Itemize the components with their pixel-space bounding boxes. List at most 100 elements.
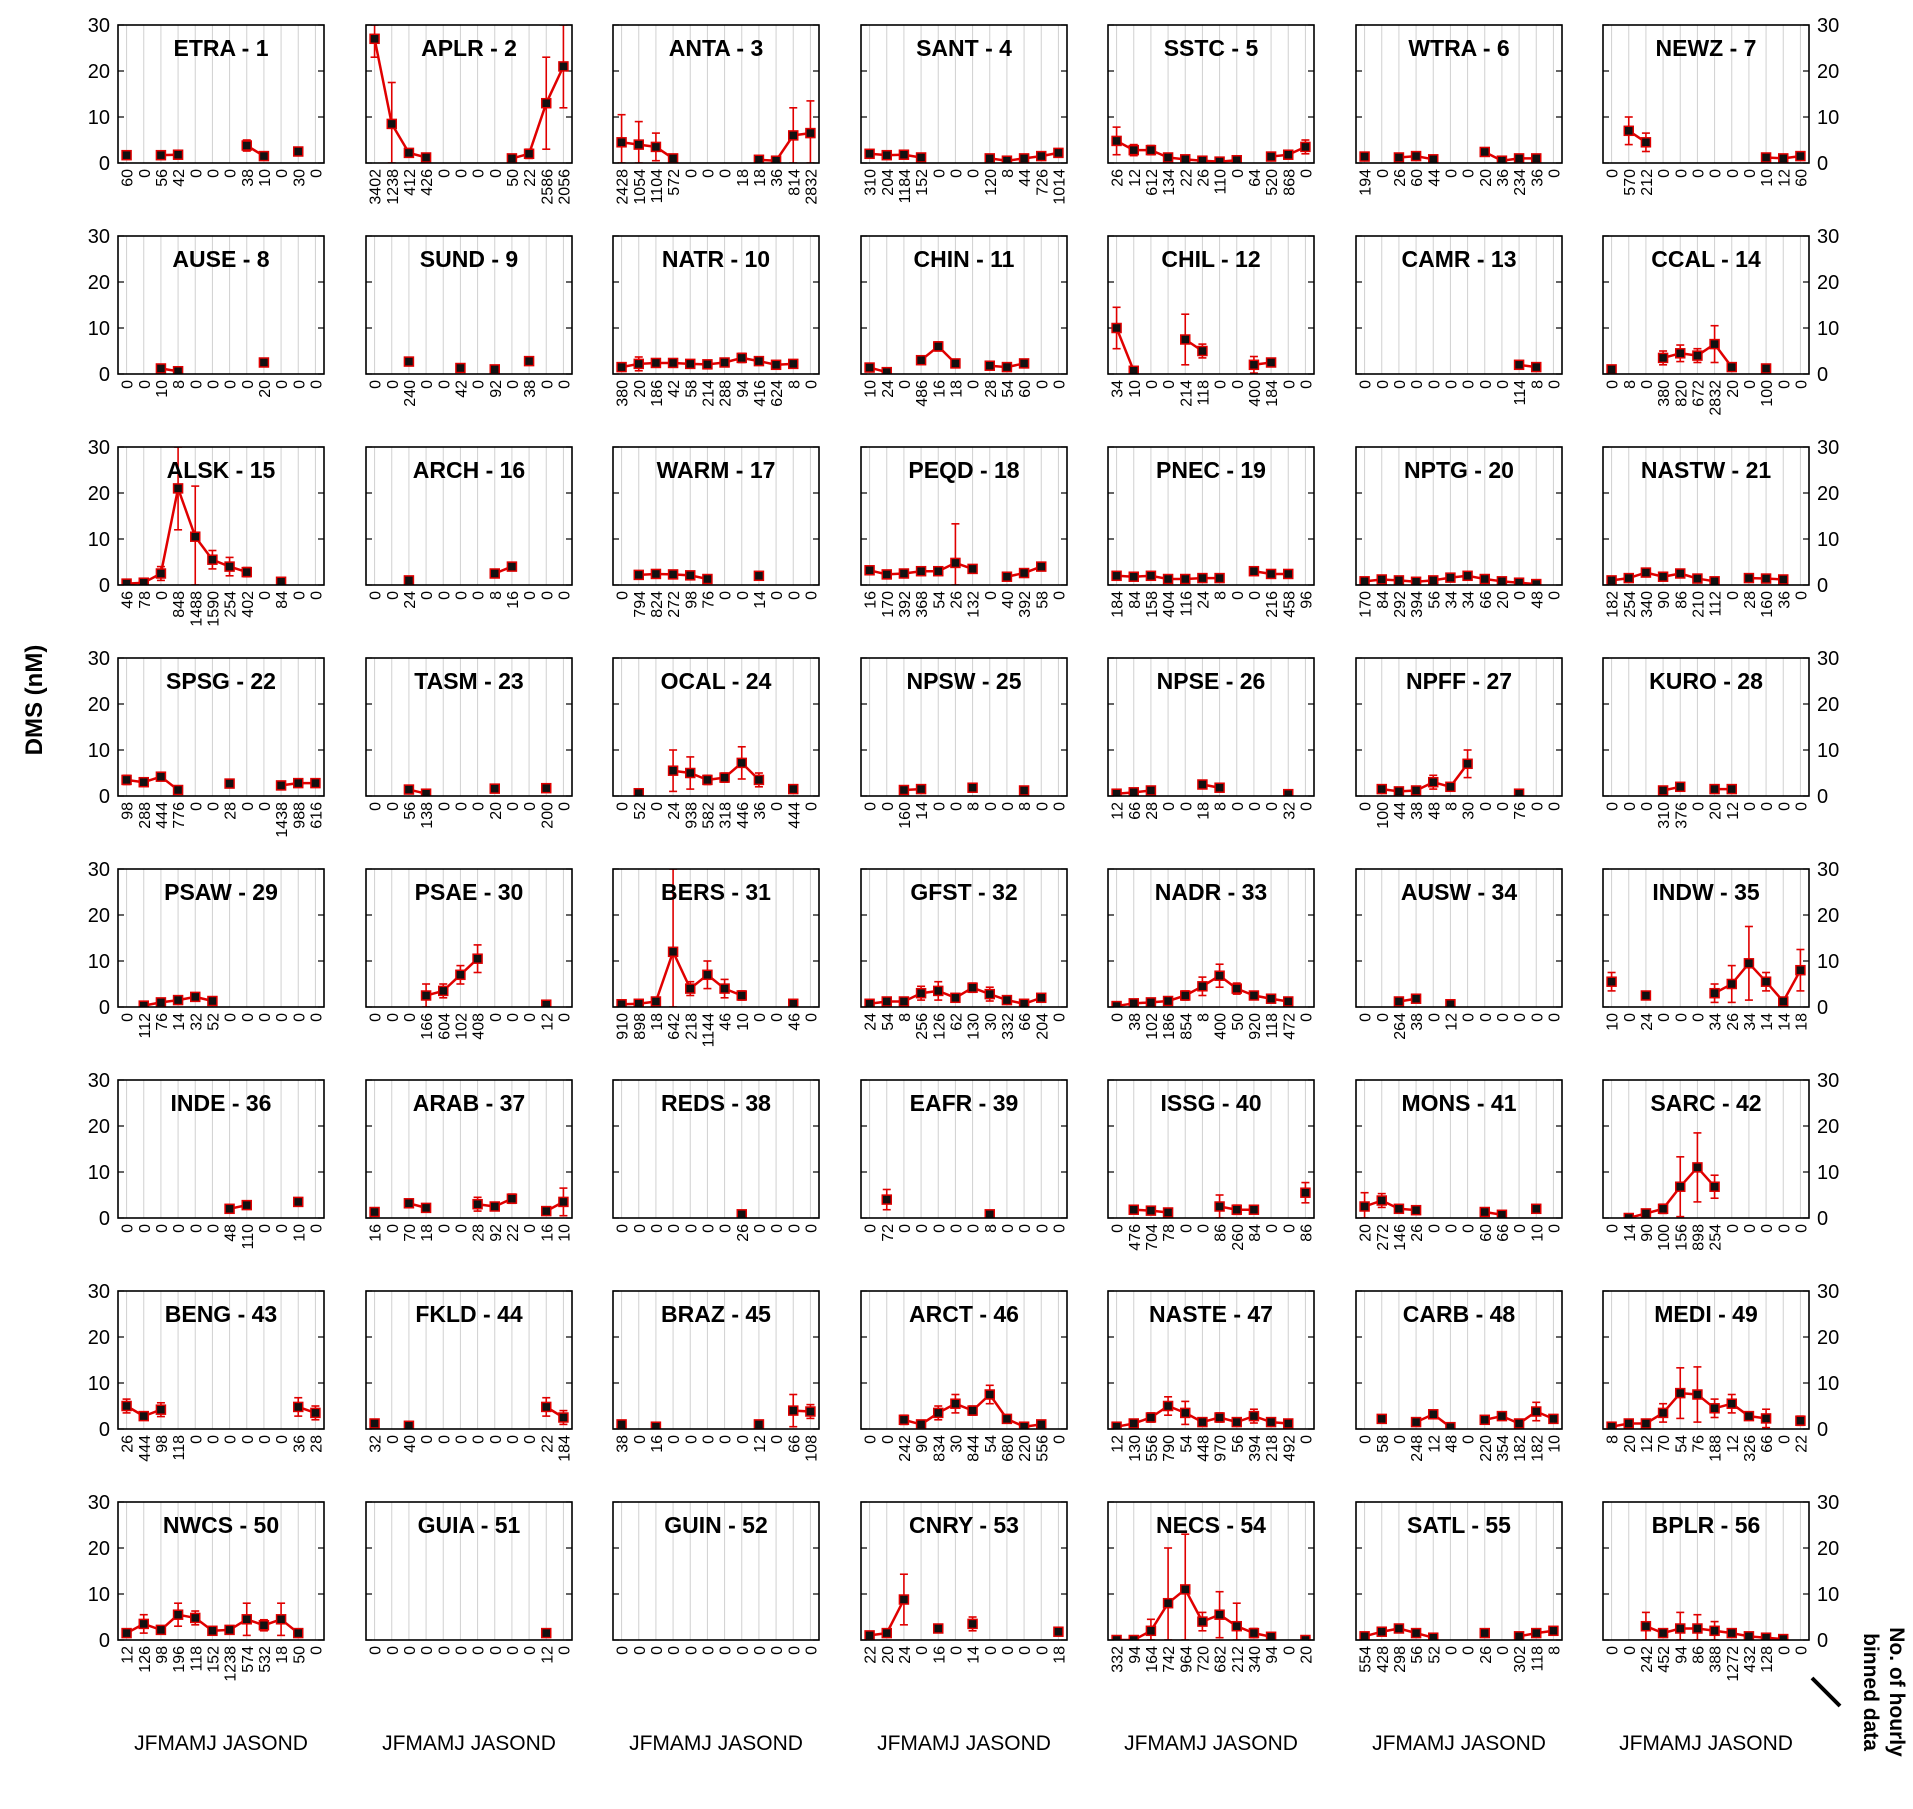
count-label: 152 xyxy=(914,169,931,196)
count-label: 0 xyxy=(1110,1013,1127,1022)
panel-title: NASTW - 21 xyxy=(1641,457,1772,483)
data-point xyxy=(686,769,695,778)
data-point xyxy=(1249,1629,1258,1638)
panel-data xyxy=(1624,1133,1719,1223)
data-point xyxy=(404,1199,413,1208)
count-label: 54 xyxy=(880,1013,897,1031)
count-label: 204 xyxy=(1034,1013,1051,1040)
count-label: 0 xyxy=(803,1013,820,1022)
count-label: 26 xyxy=(1195,169,1212,187)
y-tick-label-left: 10 xyxy=(88,1373,110,1395)
y-tick-label-left: 0 xyxy=(99,575,110,597)
count-label: 28 xyxy=(308,1435,325,1453)
count-label: 0 xyxy=(488,1646,505,1655)
count-label: 54 xyxy=(931,591,948,609)
count-label: 910 xyxy=(615,1013,632,1040)
count-label: 400 xyxy=(1247,380,1264,407)
count-label: 0 xyxy=(291,380,308,389)
count-label: 164 xyxy=(1144,1646,1161,1673)
count-label: 0 xyxy=(1110,1224,1127,1233)
count-label: 60 xyxy=(1409,169,1426,187)
count-label: 0 xyxy=(1392,1435,1409,1444)
count-label: 0 xyxy=(1656,1013,1673,1022)
data-point xyxy=(1377,1414,1386,1423)
count-label: 0 xyxy=(1017,1224,1034,1233)
y-tick-label-left: 20 xyxy=(88,905,110,927)
data-point xyxy=(899,1415,908,1424)
count-label: 38 xyxy=(615,1435,632,1453)
count-label: 1438 xyxy=(274,802,291,838)
y-tick-label-right: 0 xyxy=(1817,575,1828,597)
y-tick-label-left: 0 xyxy=(99,153,110,175)
data-point xyxy=(754,357,763,366)
count-label: 60 xyxy=(1017,380,1034,398)
count-label: 426 xyxy=(419,169,436,196)
count-label: 22 xyxy=(539,1435,556,1453)
panel-data xyxy=(865,524,1046,585)
data-point xyxy=(174,150,183,159)
count-label: 432 xyxy=(1742,1646,1759,1673)
count-label: 0 xyxy=(1742,802,1759,811)
count-label: 22 xyxy=(863,1646,880,1664)
count-label: 28 xyxy=(223,802,240,820)
count-label: 0 xyxy=(769,591,786,600)
y-tick-label-left: 10 xyxy=(88,318,110,340)
count-label: 62 xyxy=(948,1013,965,1031)
count-label: 118 xyxy=(171,1435,188,1461)
count-label: 128 xyxy=(1759,1646,1776,1673)
count-label: 8 xyxy=(1195,1013,1212,1022)
count-label: 920 xyxy=(1247,1013,1264,1040)
count-label: 46 xyxy=(120,591,137,609)
data-point xyxy=(370,1419,379,1428)
data-point xyxy=(669,358,678,367)
count-label: 0 xyxy=(1375,380,1392,389)
count-label: 30 xyxy=(983,1013,1000,1031)
panel-title: NWCS - 50 xyxy=(163,1512,279,1538)
count-label: 12 xyxy=(1110,802,1127,820)
count-label: 0 xyxy=(1776,1435,1793,1444)
count-label: 680 xyxy=(1000,1435,1017,1462)
data-point xyxy=(387,119,396,128)
count-label: 12 xyxy=(752,1435,769,1453)
count-label: 0 xyxy=(257,1435,274,1444)
count-label: 0 xyxy=(274,1435,291,1444)
data-point xyxy=(1549,1626,1558,1635)
count-label: 0 xyxy=(1495,1646,1512,1655)
count-label: 0 xyxy=(1495,380,1512,389)
count-label: 36 xyxy=(769,169,786,187)
panel-data xyxy=(1112,307,1276,375)
count-label: 0 xyxy=(897,380,914,389)
count-label: 0 xyxy=(700,169,717,178)
count-label: 14 xyxy=(1759,1013,1776,1031)
data-point xyxy=(1480,1415,1489,1424)
y-tick-label-right: 20 xyxy=(1817,483,1839,505)
data-point xyxy=(1301,142,1310,151)
data-point xyxy=(686,984,695,993)
count-label: 0 xyxy=(436,1646,453,1655)
data-point xyxy=(1497,156,1506,165)
data-point xyxy=(1198,982,1207,991)
data-point xyxy=(985,1390,994,1399)
count-label: 0 xyxy=(188,1435,205,1444)
y-tick-label-right: 20 xyxy=(1817,61,1839,83)
count-label: 0 xyxy=(863,1224,880,1233)
count-label: 44 xyxy=(1392,802,1409,820)
count-label: 0 xyxy=(257,1013,274,1022)
count-label: 42 xyxy=(453,380,470,398)
data-point xyxy=(1762,977,1771,986)
count-label: 196 xyxy=(171,1646,188,1673)
count-label: 0 xyxy=(1000,1224,1017,1233)
data-point xyxy=(1762,364,1771,373)
count-label: 834 xyxy=(931,1435,948,1462)
count-label: 12 xyxy=(120,1646,137,1664)
count-label: 0 xyxy=(1051,1435,1068,1444)
count-label: 8 xyxy=(171,380,188,389)
data-point xyxy=(1429,778,1438,787)
count-label: 52 xyxy=(205,1013,222,1031)
count-label: 0 xyxy=(488,1013,505,1022)
count-label: 0 xyxy=(120,1013,137,1022)
